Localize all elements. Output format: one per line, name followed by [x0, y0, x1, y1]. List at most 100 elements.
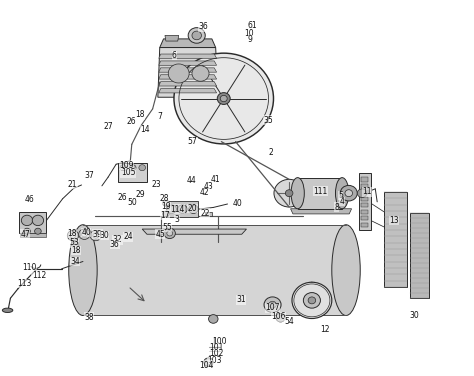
Text: 103: 103: [207, 356, 221, 365]
Text: 4: 4: [340, 197, 345, 206]
Circle shape: [357, 189, 367, 197]
Circle shape: [71, 241, 79, 248]
Circle shape: [139, 165, 146, 171]
Polygon shape: [205, 212, 212, 216]
Polygon shape: [83, 225, 346, 315]
Circle shape: [21, 215, 33, 226]
Text: 22: 22: [200, 209, 210, 218]
Text: 31: 31: [236, 296, 246, 305]
Bar: [361, 197, 368, 201]
Polygon shape: [159, 75, 217, 79]
Text: 45: 45: [155, 230, 165, 239]
Bar: [361, 177, 368, 182]
Ellipse shape: [69, 225, 97, 315]
Text: 38: 38: [84, 313, 94, 322]
Circle shape: [24, 228, 30, 234]
Text: 6: 6: [172, 51, 177, 60]
Text: 8: 8: [334, 203, 339, 212]
Text: 57: 57: [188, 137, 197, 146]
Circle shape: [93, 233, 99, 238]
Circle shape: [236, 63, 257, 82]
Polygon shape: [291, 209, 352, 214]
Polygon shape: [166, 201, 198, 217]
Polygon shape: [159, 82, 217, 86]
Text: 41: 41: [210, 175, 220, 184]
Text: 18: 18: [67, 229, 77, 238]
Circle shape: [192, 31, 201, 40]
Text: 14: 14: [140, 125, 150, 134]
Circle shape: [178, 205, 187, 214]
Circle shape: [188, 28, 205, 43]
Circle shape: [269, 301, 276, 308]
Text: 11: 11: [362, 187, 372, 196]
Text: 109: 109: [119, 161, 134, 170]
Text: 3: 3: [174, 215, 179, 224]
Circle shape: [163, 200, 169, 206]
Text: 10: 10: [245, 29, 254, 38]
Polygon shape: [118, 162, 147, 182]
Circle shape: [167, 231, 173, 236]
Text: 37: 37: [85, 171, 94, 180]
Circle shape: [217, 92, 230, 105]
Text: 27: 27: [103, 122, 113, 131]
Bar: [361, 184, 368, 188]
Text: 9: 9: [248, 35, 253, 44]
Circle shape: [79, 229, 90, 240]
Polygon shape: [159, 68, 217, 72]
Text: 47: 47: [20, 230, 30, 239]
Text: 61: 61: [247, 21, 257, 30]
Polygon shape: [160, 39, 216, 47]
Text: 7: 7: [157, 112, 162, 121]
Bar: [361, 209, 368, 214]
Polygon shape: [410, 213, 429, 298]
Circle shape: [35, 228, 41, 234]
Circle shape: [82, 232, 87, 237]
Text: 50: 50: [128, 198, 137, 207]
Circle shape: [167, 205, 176, 214]
Circle shape: [120, 165, 127, 171]
Circle shape: [285, 190, 293, 197]
Text: 112: 112: [32, 271, 46, 280]
Polygon shape: [159, 89, 217, 93]
Text: 101: 101: [209, 343, 223, 352]
Text: 32: 32: [113, 235, 122, 244]
Text: 46: 46: [25, 195, 34, 204]
Text: 5: 5: [338, 191, 343, 200]
Text: 12: 12: [320, 325, 329, 334]
Bar: [361, 203, 368, 208]
Text: 36: 36: [198, 22, 208, 31]
Polygon shape: [158, 47, 218, 97]
Text: 34: 34: [70, 257, 80, 266]
Text: 35: 35: [264, 116, 273, 125]
Text: 106: 106: [272, 312, 286, 321]
Text: 17: 17: [160, 211, 170, 220]
Text: 105: 105: [121, 168, 135, 177]
Text: 21: 21: [68, 180, 77, 189]
Circle shape: [70, 233, 76, 238]
Polygon shape: [20, 233, 46, 237]
Bar: [361, 190, 368, 194]
Text: 18: 18: [136, 111, 145, 120]
Text: 26: 26: [127, 117, 137, 126]
Text: 53: 53: [69, 238, 79, 247]
Text: 113: 113: [18, 279, 32, 288]
Ellipse shape: [336, 177, 349, 209]
Text: 23: 23: [152, 180, 161, 190]
Text: 114: 114: [171, 205, 185, 214]
Text: 18: 18: [71, 246, 81, 255]
Text: 110: 110: [23, 262, 37, 271]
Text: 100: 100: [212, 337, 226, 346]
Polygon shape: [359, 173, 371, 230]
Circle shape: [204, 358, 213, 367]
Circle shape: [264, 297, 281, 312]
Circle shape: [168, 64, 189, 83]
Circle shape: [129, 165, 136, 171]
Text: 102: 102: [209, 349, 223, 358]
Text: 111: 111: [313, 186, 328, 196]
Ellipse shape: [332, 225, 360, 315]
Circle shape: [189, 205, 198, 214]
Text: 13: 13: [390, 216, 399, 225]
Text: 55: 55: [162, 223, 172, 232]
Circle shape: [345, 190, 353, 197]
Polygon shape: [384, 192, 407, 287]
